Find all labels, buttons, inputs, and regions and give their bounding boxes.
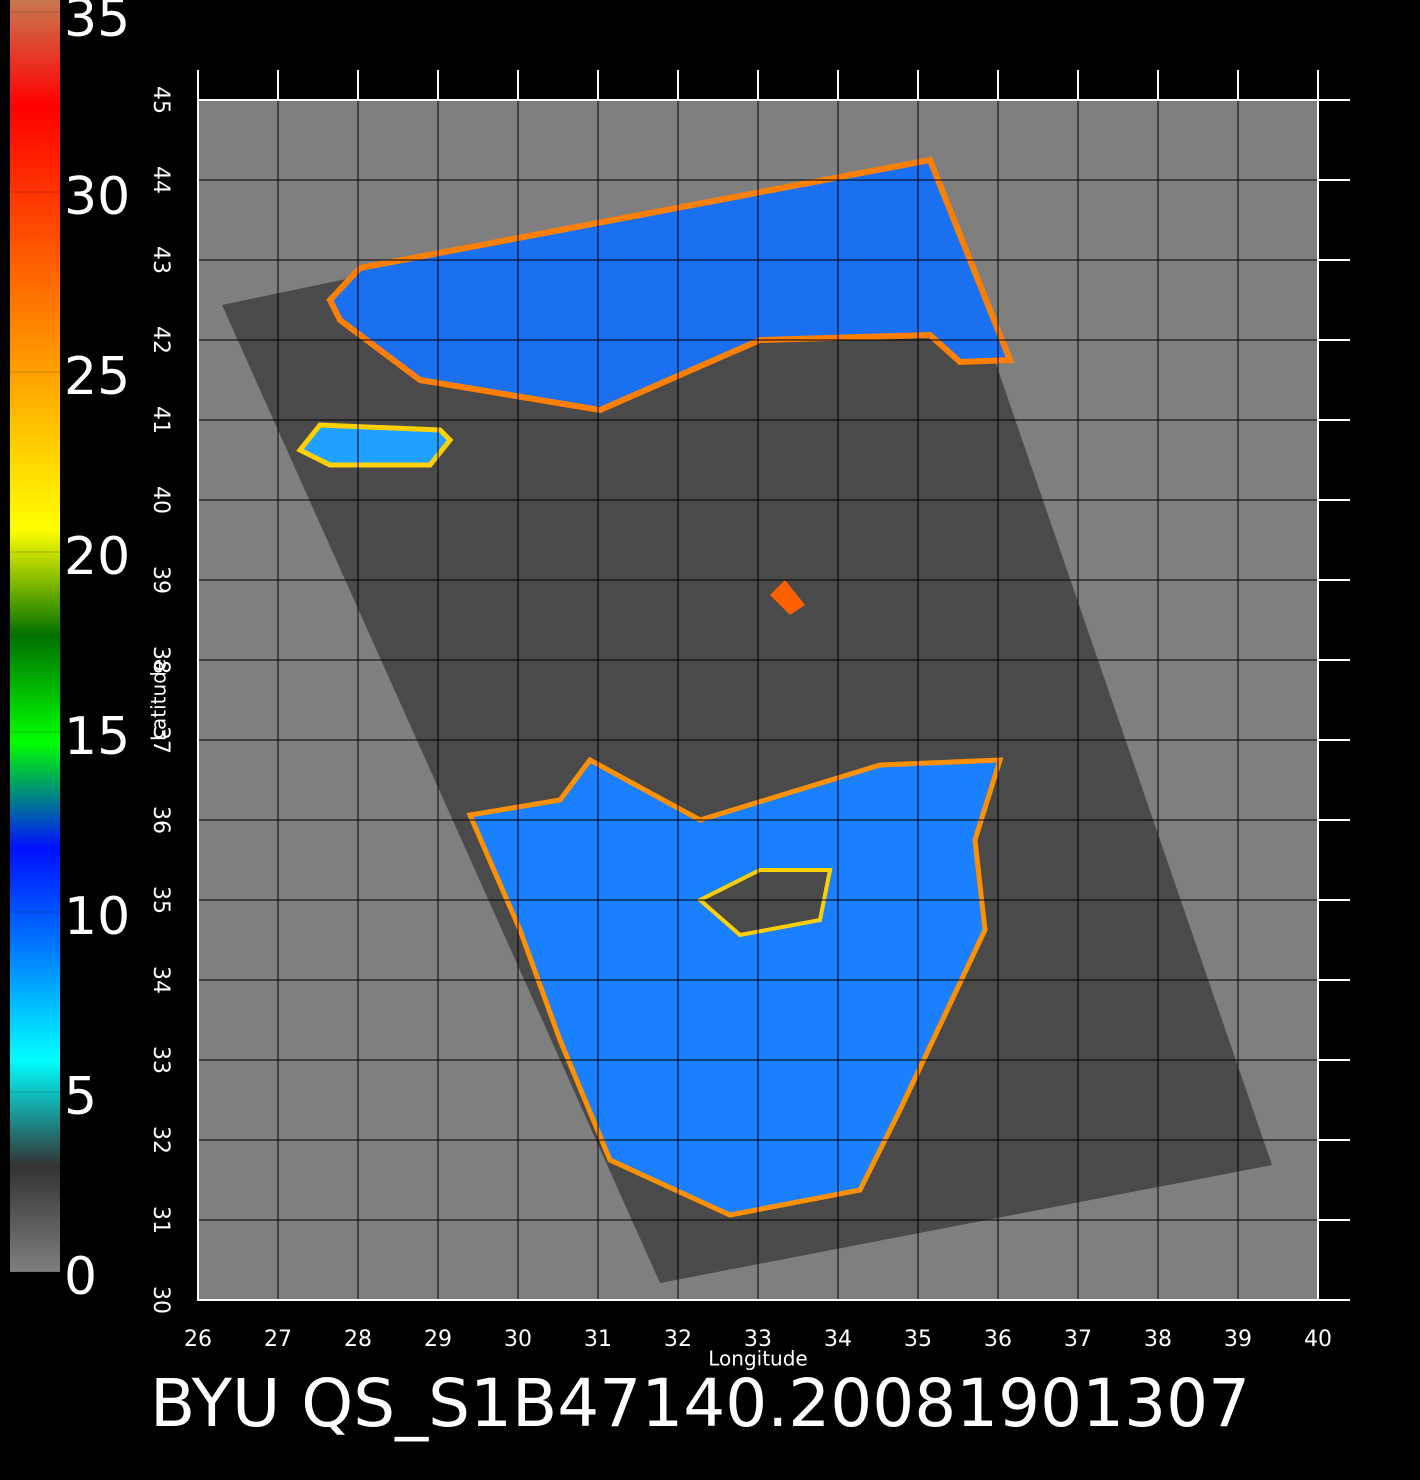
y-tick-label: 36 <box>148 806 173 834</box>
y-tick-label: 41 <box>148 406 173 434</box>
y-tick-label: 40 <box>148 486 173 514</box>
y-tick-label: 37 <box>148 726 173 754</box>
x-tick-label: 38 <box>1144 1327 1172 1352</box>
wind-spot <box>770 580 805 615</box>
y-tick-label: 45 <box>148 86 173 114</box>
wind-region <box>466 756 1004 1218</box>
colorbar-tick-label: 35 <box>64 0 130 49</box>
y-tick-label: 38 <box>148 646 173 674</box>
y-tick-label: 39 <box>148 566 173 594</box>
x-tick-label: 30 <box>504 1327 532 1352</box>
x-axis-label: Longitude <box>708 1347 807 1371</box>
colorbar-tick-label: 25 <box>64 347 130 407</box>
y-tick-label: 35 <box>148 886 173 914</box>
y-tick-label: 42 <box>148 326 173 354</box>
y-tick-label: 44 <box>148 166 173 194</box>
x-tick-label: 39 <box>1224 1327 1252 1352</box>
y-axis-label: Latitude <box>147 659 171 741</box>
y-tick-label: 34 <box>148 966 173 994</box>
colorbar-scale <box>10 0 60 1272</box>
colorbar-tick-label: 15 <box>64 707 130 767</box>
wind-region <box>296 422 454 468</box>
colorbar: 0 5 10 15 20 25 30 35 <box>10 0 130 1307</box>
x-tick-label: 27 <box>264 1327 292 1352</box>
chart-title: BYU QS_S1B47140.20081901307 <box>150 1365 1250 1442</box>
colorbar-tick-label: 0 <box>64 1247 97 1307</box>
x-tick-label: 29 <box>424 1327 452 1352</box>
plot-frame <box>197 99 1319 1301</box>
swath <box>222 158 1272 1283</box>
y-tick-label: 43 <box>148 246 173 274</box>
x-tick-label: 28 <box>344 1327 372 1352</box>
colorbar-tick-label: 20 <box>64 527 130 587</box>
x-tick-label: 35 <box>904 1327 932 1352</box>
wind-region <box>326 156 1015 414</box>
axes: 26 27 28 29 30 31 32 33 34 35 36 37 38 39 40 30 31 32 33 34… <box>148 70 1350 1352</box>
x-tick-label: 36 <box>984 1327 1012 1352</box>
x-tick-label: 34 <box>824 1327 852 1352</box>
y-tick-label: 32 <box>148 1126 173 1154</box>
land-hole <box>696 868 833 938</box>
colorbar-tick-label: 5 <box>64 1067 97 1127</box>
x-tick-label: 33 <box>744 1327 772 1352</box>
x-tick-label: 32 <box>664 1327 692 1352</box>
x-tick-label: 40 <box>1304 1327 1332 1352</box>
y-tick-label: 33 <box>148 1046 173 1074</box>
x-tick-label: 31 <box>584 1327 612 1352</box>
x-tick-label: 37 <box>1064 1327 1092 1352</box>
colorbar-tick-label: 30 <box>64 167 130 227</box>
y-tick-label: 30 <box>148 1286 173 1314</box>
colorbar-tick-label: 10 <box>64 887 130 947</box>
x-tick-label: 26 <box>184 1327 212 1352</box>
y-tick-label: 31 <box>148 1206 173 1234</box>
